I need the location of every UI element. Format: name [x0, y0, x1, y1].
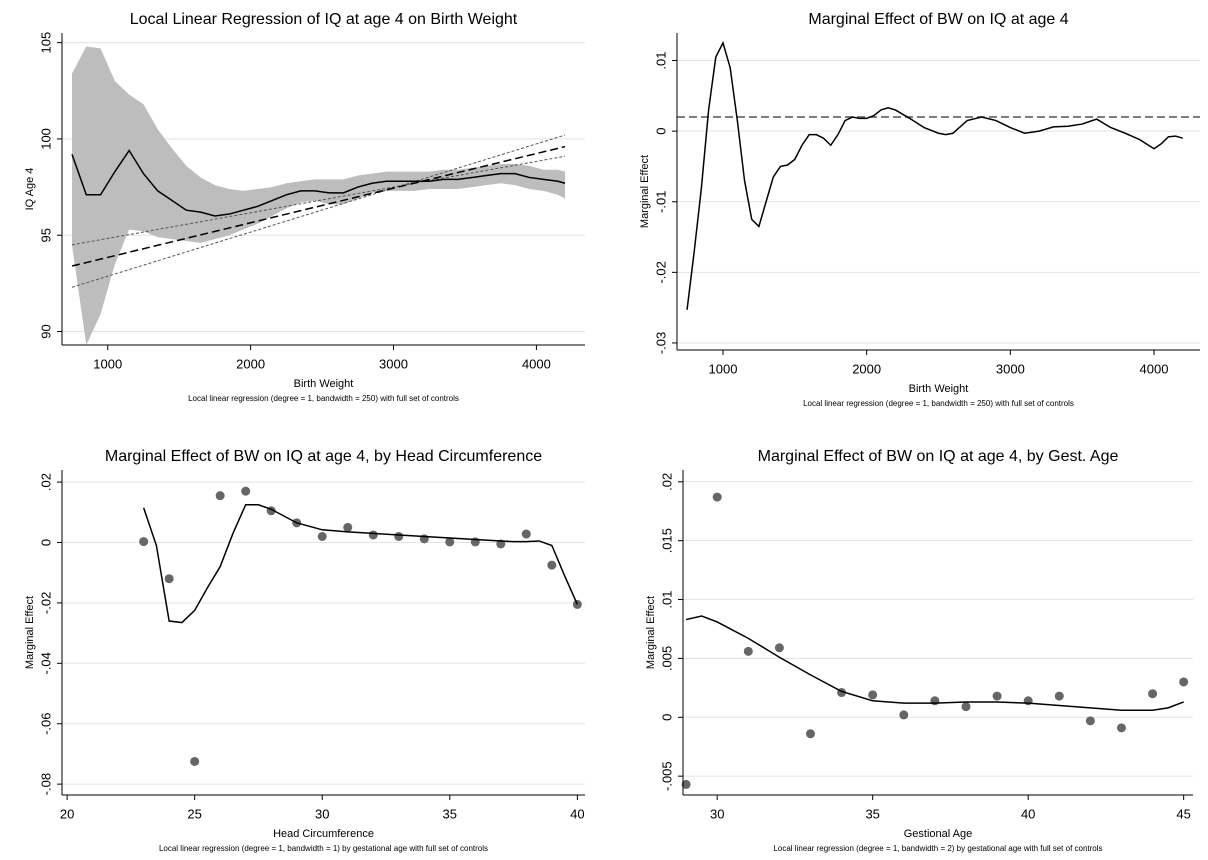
y-tick-label: .02 [38, 473, 53, 491]
y-tick-label: 100 [38, 128, 53, 150]
y-tick-label: 0 [653, 128, 668, 135]
y-tick-label: 90 [38, 324, 53, 338]
y-tick-label: -.02 [653, 261, 668, 283]
y-tick-label: -.04 [38, 652, 53, 674]
y-tick-label: .01 [659, 590, 674, 608]
y-tick-label: .005 [659, 646, 674, 671]
data-point [899, 710, 909, 720]
data-point [712, 492, 722, 502]
note: Local linear regression (degree = 1, ban… [803, 399, 1074, 408]
data-point [317, 531, 327, 541]
data-point [190, 756, 200, 766]
data-point [1085, 716, 1095, 726]
x-tick-label: 30 [315, 806, 329, 821]
line-series [71, 145, 566, 267]
x-axis-label: Gestional Age [904, 828, 973, 840]
chart-title: Marginal Effect of BW on IQ at age 4, by… [758, 448, 1119, 465]
line-series [71, 149, 566, 217]
data-point [681, 779, 691, 789]
data-point [368, 530, 378, 540]
data-point [394, 531, 404, 541]
note: Local linear regression (degree = 1, ban… [773, 844, 1102, 853]
data-point [930, 696, 940, 706]
data-point [806, 729, 815, 739]
y-tick-label: -.01 [653, 191, 668, 213]
line-series [71, 155, 566, 246]
x-tick-label: 1000 [93, 356, 122, 371]
x-tick-label: 2000 [852, 361, 881, 376]
data-point [868, 690, 878, 700]
x-tick-label: 3000 [379, 356, 408, 371]
confidence-band [72, 46, 565, 346]
x-tick-label: 4000 [1140, 361, 1169, 376]
y-axis-label: Marginal Effect [24, 596, 36, 669]
chart-title: Marginal Effect of BW on IQ at age 4 [808, 11, 1068, 28]
line-series [142, 503, 579, 624]
x-axis-label: Birth Weight [294, 378, 354, 390]
y-tick-label: -.005 [659, 761, 674, 791]
y-tick-label: 105 [38, 32, 53, 54]
note: Local linear regression (degree = 1, ban… [159, 844, 488, 853]
y-tick-label: .01 [653, 51, 668, 69]
y-tick-label: -.02 [38, 592, 53, 614]
x-tick-label: 40 [1021, 806, 1035, 821]
data-point [774, 643, 784, 653]
line-series [71, 134, 566, 288]
data-point [1148, 689, 1158, 699]
data-point [961, 702, 971, 712]
y-tick-label: -.08 [38, 773, 53, 795]
data-point [1116, 723, 1126, 733]
x-tick-label: 1000 [709, 361, 738, 376]
data-point [547, 560, 557, 570]
x-tick-label: 45 [1176, 806, 1190, 821]
data-point [241, 486, 251, 496]
x-axis-label: Birth Weight [909, 383, 969, 395]
y-axis-label: Marginal Effect [645, 596, 657, 669]
data-point [1054, 691, 1064, 701]
line-series [686, 40, 1183, 310]
x-tick-label: 40 [570, 806, 584, 821]
y-tick-label: .015 [659, 528, 674, 553]
x-tick-label: 25 [187, 806, 201, 821]
y-tick-label: 95 [38, 228, 53, 242]
x-tick-label: 3000 [996, 361, 1025, 376]
data-point [215, 491, 225, 501]
line-series [685, 615, 1184, 711]
y-tick-label: 0 [38, 539, 53, 546]
y-tick-label: 0 [659, 714, 674, 721]
y-tick-label: .02 [659, 473, 674, 491]
y-axis-label: Marginal Effect [639, 155, 651, 228]
y-tick-label: -.03 [653, 332, 668, 354]
chart-title: Local Linear Regression of IQ at age 4 o… [130, 11, 518, 28]
y-axis-label: IQ Age 4 [24, 168, 36, 211]
data-point [343, 522, 353, 532]
data-point [139, 537, 149, 547]
data-point [992, 691, 1002, 701]
x-axis-label: Head Circumference [273, 828, 374, 840]
data-point [521, 529, 531, 539]
x-tick-label: 35 [443, 806, 457, 821]
chart-title: Marginal Effect of BW on IQ at age 4, by… [105, 448, 542, 465]
data-point [1179, 677, 1189, 687]
x-tick-label: 2000 [236, 356, 265, 371]
x-tick-label: 20 [60, 806, 74, 821]
data-point [445, 537, 455, 547]
y-tick-label: -.06 [38, 713, 53, 735]
data-point [743, 646, 753, 656]
data-point [164, 574, 174, 584]
x-tick-label: 35 [865, 806, 879, 821]
note: Local linear regression (degree = 1, ban… [188, 394, 459, 403]
x-tick-label: 4000 [522, 356, 551, 371]
x-tick-label: 30 [710, 806, 724, 821]
